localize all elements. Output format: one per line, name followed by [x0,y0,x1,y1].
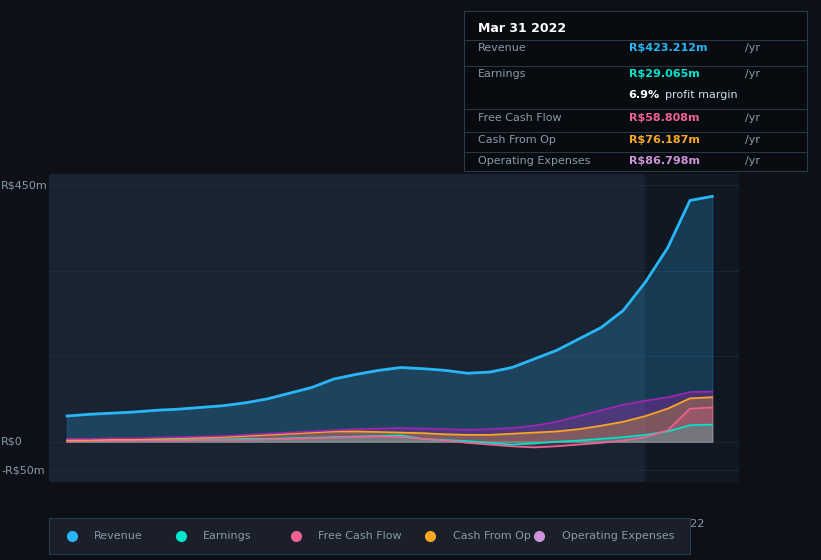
Text: /yr: /yr [745,156,760,166]
Text: profit margin: profit margin [665,90,737,100]
Text: -R$50m: -R$50m [1,465,44,475]
Text: Earnings: Earnings [203,531,251,541]
Text: /yr: /yr [745,43,760,53]
Text: R$0: R$0 [1,437,23,447]
Text: Free Cash Flow: Free Cash Flow [478,113,562,123]
Text: Cash From Op: Cash From Op [478,135,556,145]
Text: Mar 31 2022: Mar 31 2022 [478,22,566,35]
Text: R$76.187m: R$76.187m [629,135,699,145]
Text: R$29.065m: R$29.065m [629,69,699,80]
Text: R$86.798m: R$86.798m [629,156,699,166]
Text: Operating Expenses: Operating Expenses [562,531,674,541]
Text: Revenue: Revenue [94,531,143,541]
Text: Revenue: Revenue [478,43,526,53]
Text: 6.9%: 6.9% [629,90,660,100]
Text: /yr: /yr [745,135,760,145]
Text: R$58.808m: R$58.808m [629,113,699,123]
Text: Free Cash Flow: Free Cash Flow [319,531,401,541]
Text: R$423.212m: R$423.212m [629,43,707,53]
Text: /yr: /yr [745,113,760,123]
Bar [645,174,748,482]
Text: Operating Expenses: Operating Expenses [478,156,590,166]
Text: R$450m: R$450m [1,180,48,190]
Text: Earnings: Earnings [478,69,526,80]
Text: Cash From Op: Cash From Op [452,531,530,541]
Text: /yr: /yr [745,69,760,80]
